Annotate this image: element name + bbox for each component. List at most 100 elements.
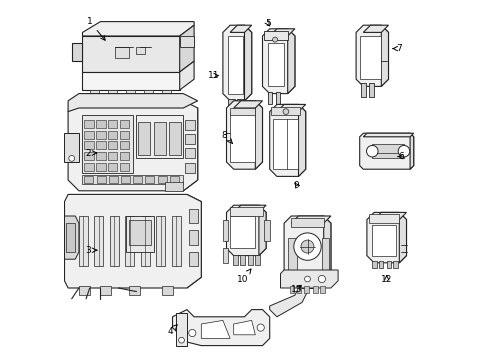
Text: 13: 13 [290, 285, 302, 294]
Bar [125, 90, 134, 101]
Bar [108, 176, 118, 183]
Bar [359, 36, 381, 79]
Polygon shape [230, 25, 251, 32]
Circle shape [178, 337, 184, 343]
Polygon shape [201, 320, 230, 338]
Circle shape [272, 37, 277, 42]
Bar [84, 131, 94, 139]
Bar [392, 261, 397, 268]
Bar [96, 141, 105, 149]
Circle shape [283, 109, 288, 114]
Text: 6: 6 [397, 152, 403, 161]
Bar [264, 31, 287, 40]
Bar [120, 120, 129, 128]
Polygon shape [82, 22, 194, 36]
Bar [120, 131, 129, 139]
Bar [84, 120, 94, 128]
Bar [255, 255, 260, 265]
Bar [188, 252, 197, 266]
Polygon shape [233, 205, 265, 212]
Circle shape [397, 145, 409, 157]
Polygon shape [68, 101, 197, 191]
Polygon shape [298, 104, 305, 176]
Polygon shape [359, 133, 413, 169]
Polygon shape [363, 133, 413, 137]
Bar [133, 176, 142, 183]
Polygon shape [64, 194, 201, 288]
Bar [120, 141, 129, 149]
Text: 4: 4 [167, 325, 177, 336]
Polygon shape [223, 25, 251, 101]
Bar [303, 286, 308, 293]
Polygon shape [255, 101, 262, 169]
Circle shape [293, 233, 321, 260]
Bar [267, 43, 284, 86]
Polygon shape [355, 25, 387, 86]
Text: 1: 1 [87, 17, 105, 40]
Bar [84, 176, 93, 183]
Bar [264, 220, 269, 241]
Text: 3: 3 [85, 246, 97, 255]
Bar [162, 286, 172, 295]
Polygon shape [371, 144, 403, 158]
Bar [96, 152, 105, 160]
Bar [108, 120, 117, 128]
Circle shape [257, 324, 264, 331]
Text: 10: 10 [237, 269, 250, 284]
Bar [287, 238, 296, 270]
Bar [79, 286, 89, 295]
Text: 8: 8 [222, 130, 232, 143]
Bar [158, 176, 166, 183]
Bar [312, 286, 317, 293]
Bar [108, 152, 117, 160]
Bar [371, 261, 376, 268]
Bar [143, 90, 152, 101]
Bar [162, 90, 170, 101]
Bar [96, 163, 105, 171]
Bar [296, 286, 301, 293]
Bar [145, 176, 154, 183]
Bar [96, 131, 105, 139]
Bar [247, 255, 253, 265]
Bar [223, 220, 228, 241]
Polygon shape [366, 212, 406, 263]
Bar [230, 112, 255, 162]
Polygon shape [276, 104, 305, 112]
Bar [302, 274, 312, 288]
Polygon shape [381, 25, 387, 86]
Polygon shape [186, 194, 201, 288]
Bar [120, 163, 129, 171]
Polygon shape [72, 43, 82, 61]
Bar [368, 83, 373, 97]
Bar [96, 176, 105, 183]
Polygon shape [233, 320, 255, 335]
Bar [129, 286, 140, 295]
Text: 11: 11 [208, 71, 219, 80]
Bar [121, 176, 130, 183]
Bar [188, 209, 197, 223]
Bar [321, 238, 328, 270]
Bar [289, 286, 294, 293]
Polygon shape [233, 101, 262, 108]
Polygon shape [226, 101, 262, 169]
Bar [171, 216, 181, 266]
Polygon shape [183, 108, 197, 191]
Bar [185, 163, 195, 173]
Bar [120, 152, 129, 160]
Bar [108, 131, 117, 139]
Bar [110, 216, 119, 266]
Bar [84, 152, 94, 160]
Bar [89, 90, 99, 101]
Circle shape [318, 275, 325, 283]
Bar [179, 36, 194, 47]
Circle shape [366, 145, 377, 157]
Polygon shape [269, 29, 294, 36]
Polygon shape [172, 310, 269, 346]
Bar [101, 286, 111, 295]
Bar [273, 119, 298, 169]
Bar [386, 261, 390, 268]
Bar [228, 36, 242, 94]
Bar [165, 182, 183, 191]
Polygon shape [284, 216, 330, 277]
Polygon shape [363, 25, 387, 32]
